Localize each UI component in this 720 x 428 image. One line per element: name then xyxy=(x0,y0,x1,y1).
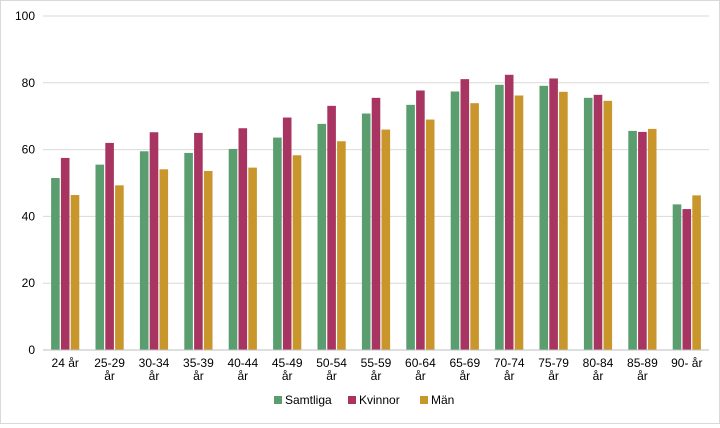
x-axis-ticks: 24 år 25-29år30-34år35-39år40-44år45-49år… xyxy=(52,356,703,383)
bar xyxy=(203,170,213,350)
legend-swatch xyxy=(420,396,428,404)
bar xyxy=(416,90,425,351)
y-tick-label: 80 xyxy=(22,76,36,90)
bar xyxy=(115,185,124,350)
bar xyxy=(470,103,479,350)
x-tick-label: 60-64 xyxy=(405,356,436,370)
x-tick-label: 45-49 xyxy=(272,356,303,370)
bar xyxy=(450,91,460,350)
x-tick-label: år xyxy=(149,369,160,383)
x-tick-label: år xyxy=(459,369,470,383)
bar xyxy=(603,100,613,350)
x-tick-label: 55-59 xyxy=(361,356,392,370)
legend-label: Kvinnor xyxy=(359,393,400,407)
bar xyxy=(593,94,603,350)
bar xyxy=(425,119,435,350)
x-tick-label: år xyxy=(193,369,204,383)
bar xyxy=(248,167,257,350)
x-tick-label: 90- år xyxy=(671,356,702,370)
bar xyxy=(95,164,105,350)
bar xyxy=(672,204,682,350)
x-tick-label: 65-69 xyxy=(449,356,480,370)
x-tick-label: år xyxy=(282,369,293,383)
bar xyxy=(337,141,346,350)
bar xyxy=(495,84,504,350)
bar xyxy=(159,169,169,350)
legend-label: Män xyxy=(431,393,454,407)
bar xyxy=(514,95,524,350)
x-tick-label: år xyxy=(593,369,604,383)
bars xyxy=(51,74,701,351)
bar xyxy=(292,155,302,350)
bar xyxy=(406,104,415,351)
y-axis-ticks: 0 20 40 60 80 100 xyxy=(15,9,35,357)
bar xyxy=(60,157,70,350)
bar xyxy=(273,137,282,350)
bar xyxy=(139,151,149,350)
x-tick-label: år xyxy=(371,369,382,383)
x-tick-label: år xyxy=(104,369,115,383)
x-tick-label: 40-44 xyxy=(227,356,258,370)
x-tick-label: 75-79 xyxy=(538,356,569,370)
bar xyxy=(647,128,657,350)
bar xyxy=(361,113,371,350)
bar xyxy=(184,152,193,350)
bar xyxy=(692,195,701,350)
y-tick-label: 20 xyxy=(22,276,36,290)
bar xyxy=(504,74,514,350)
bar xyxy=(194,132,203,350)
x-tick-label: år xyxy=(326,369,337,383)
legend: Samtliga Kvinnor Män xyxy=(274,393,454,407)
x-tick-label: 35-39 xyxy=(183,356,214,370)
y-tick-label: 40 xyxy=(22,209,36,223)
bar xyxy=(539,85,549,350)
legend-label: Samtliga xyxy=(285,393,332,407)
legend-swatch xyxy=(274,396,282,404)
bar xyxy=(549,78,558,350)
x-tick-label: 30-34 xyxy=(139,356,170,370)
x-tick-label: 24 år xyxy=(52,356,79,370)
x-tick-label: år xyxy=(548,369,559,383)
bar xyxy=(228,148,238,350)
bar xyxy=(371,97,381,350)
bar xyxy=(51,177,60,350)
x-tick-label: 85-89 xyxy=(627,356,658,370)
bar xyxy=(638,131,647,350)
bar xyxy=(559,91,568,351)
y-tick-label: 0 xyxy=(28,343,35,357)
x-tick-label: 70-74 xyxy=(494,356,525,370)
bar xyxy=(583,97,593,350)
x-tick-label: år xyxy=(237,369,248,383)
bar xyxy=(460,79,470,350)
legend-swatch xyxy=(348,396,356,404)
y-tick-label: 100 xyxy=(15,9,35,23)
x-tick-label: 80-84 xyxy=(583,356,614,370)
bar xyxy=(282,117,292,350)
x-tick-label: 25-29 xyxy=(94,356,125,370)
bar xyxy=(238,128,248,350)
bar xyxy=(628,130,637,350)
bar xyxy=(149,132,159,350)
x-tick-label: år xyxy=(415,369,426,383)
x-tick-label: 50-54 xyxy=(316,356,347,370)
bar xyxy=(682,209,692,350)
bar xyxy=(381,129,391,350)
bar xyxy=(317,123,327,351)
y-tick-label: 60 xyxy=(22,143,36,157)
bar xyxy=(105,142,114,350)
bar xyxy=(327,105,336,350)
bar xyxy=(70,195,80,350)
x-tick-label: år xyxy=(504,369,515,383)
x-tick-label: år xyxy=(637,369,648,383)
